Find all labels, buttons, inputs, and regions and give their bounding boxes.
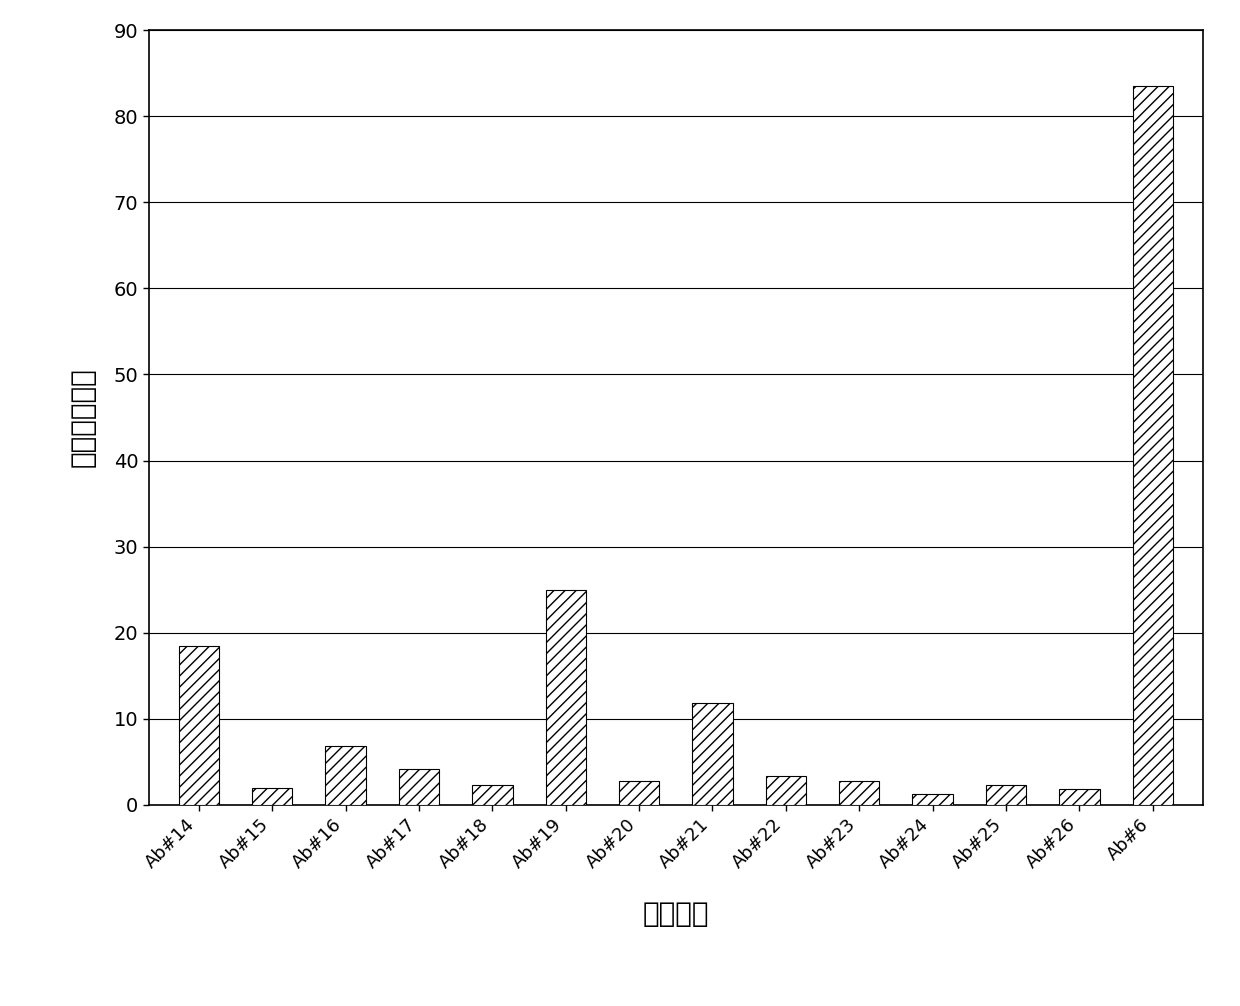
Bar [252, 788, 293, 805]
Bar [1059, 790, 1100, 805]
Bar [546, 590, 587, 805]
Bar [325, 746, 366, 805]
X-axis label: 抗体克隆: 抗体克隆 [642, 899, 709, 928]
Bar [1132, 87, 1173, 805]
Bar [765, 776, 806, 805]
Bar [472, 785, 512, 805]
Bar [913, 795, 952, 805]
Bar [692, 703, 733, 805]
Bar [986, 785, 1027, 805]
Y-axis label: 平均荧光强度: 平均荧光强度 [69, 367, 97, 468]
Bar [399, 769, 439, 805]
Bar [619, 781, 660, 805]
Bar [839, 781, 879, 805]
Bar [179, 646, 219, 805]
